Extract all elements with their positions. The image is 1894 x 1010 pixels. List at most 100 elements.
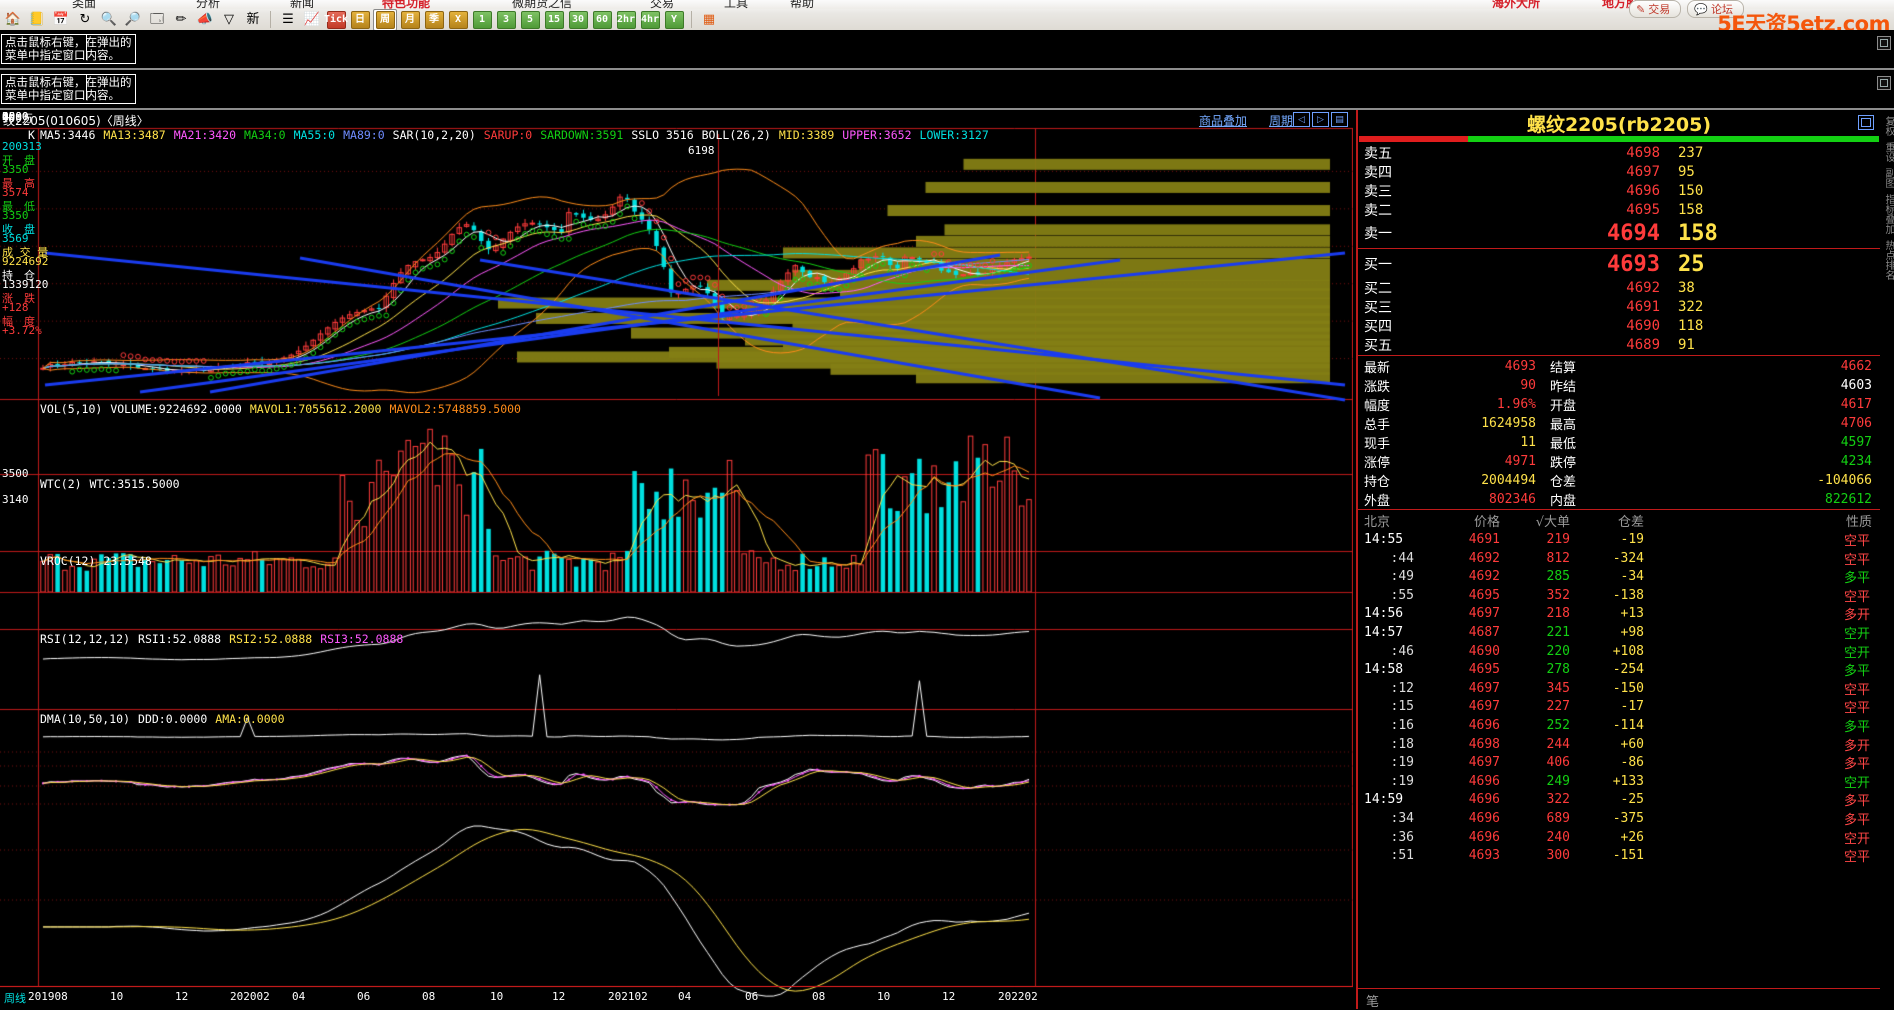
- tick-kind: 空开: [1843, 831, 1870, 847]
- tick-row[interactable]: :36 4696 240 +26 空开: [1358, 828, 1880, 847]
- period-button-15[interactable]: 15: [543, 10, 565, 30]
- list-icon[interactable]: ☰: [282, 12, 294, 27]
- ask-row[interactable]: 卖一 4694 158: [1358, 219, 1880, 247]
- side-strip-label[interactable]: 指标叠加: [1883, 194, 1894, 234]
- menu-item-4[interactable]: 微期货之信: [512, 0, 573, 9]
- tick-row[interactable]: :12 4697 345 -150 空平: [1358, 679, 1880, 698]
- menu-item-6[interactable]: 工具: [724, 0, 749, 9]
- period-button-4hr[interactable]: 4hr: [639, 10, 661, 30]
- pencil-icon[interactable]: ✏: [175, 12, 187, 27]
- period-link[interactable]: 周期: [1268, 114, 1293, 128]
- funnel-icon[interactable]: ▽: [224, 12, 234, 27]
- period-button-Tick[interactable]: Tick: [324, 10, 348, 30]
- bid-row[interactable]: 买四 4690 118: [1358, 316, 1880, 335]
- tick-row[interactable]: 14:56 4697 218 +13 多开: [1358, 604, 1880, 623]
- tick-row[interactable]: 14:58 4695 278 -254 多平: [1358, 660, 1880, 679]
- period-button-Y[interactable]: Y: [663, 10, 685, 30]
- calendar-icon[interactable]: 📅: [52, 12, 70, 27]
- ask-row[interactable]: 卖四 4697 95: [1358, 162, 1880, 181]
- tick-row[interactable]: :51 4693 300 -151 空平: [1358, 846, 1880, 865]
- hint-box: 点击鼠标右键，在弹出的 菜单中指定窗口内容。: [1, 34, 136, 64]
- indicator-token: BOLL(26,2): [701, 128, 771, 142]
- bid-row[interactable]: 买二 4692 38: [1358, 278, 1880, 297]
- indicator-token: VOLUME:9224692.0000: [110, 402, 242, 416]
- home-icon[interactable]: 🏠: [4, 12, 22, 27]
- side-strip-label[interactable]: 热点排名: [1883, 240, 1894, 280]
- overlay-link[interactable]: 商品叠加: [1198, 114, 1247, 128]
- period-button-60[interactable]: 60: [591, 10, 613, 30]
- menu-item-0[interactable]: 类面: [72, 0, 97, 9]
- side-strip-label[interactable]: 复权: [1883, 116, 1894, 136]
- trade-button[interactable]: ✎ 交易: [1629, 0, 1682, 18]
- nav-next-icon[interactable]: ▷: [1312, 112, 1329, 127]
- draw-icon[interactable]: ▦: [702, 12, 716, 27]
- ask-row[interactable]: 卖二 4695 158: [1358, 200, 1880, 219]
- book-label: 卖二: [1364, 203, 1392, 219]
- bid-book[interactable]: 买一 4693 25 买二 4692 38 买三 4691 322 买四 4690 118 买五 4689…: [1358, 250, 1880, 355]
- menu-item-9[interactable]: 地方股权: [1602, 0, 1651, 9]
- new-icon[interactable]: 新: [246, 12, 260, 27]
- period-button-季[interactable]: 季: [423, 10, 445, 30]
- horn-icon[interactable]: 📣: [196, 12, 214, 27]
- period-button-月[interactable]: 月: [399, 10, 421, 30]
- tick-row[interactable]: :19 4696 249 +133 空开: [1358, 772, 1880, 791]
- zoom-in-icon[interactable]: 🔍: [100, 12, 118, 27]
- book-label: 卖四: [1364, 165, 1392, 181]
- tick-row[interactable]: :16 4696 252 -114 多平: [1358, 716, 1880, 735]
- chart-area[interactable]: 纹2205(010605)〈周线〉 商品叠加 周期 ◁ ▷ ▤ MA5:3446…: [0, 110, 1353, 1009]
- tick-row[interactable]: :15 4697 227 -17 空平: [1358, 697, 1880, 716]
- tick-row[interactable]: :18 4698 244 +60 多开: [1358, 735, 1880, 754]
- ask-row[interactable]: 卖五 4698 237: [1358, 143, 1880, 162]
- chart-icon[interactable]: 📈: [303, 12, 321, 27]
- menu-item-3[interactable]: 特色功能: [382, 0, 431, 9]
- side-strip-label[interactable]: 副图: [1883, 168, 1894, 188]
- ask-book[interactable]: 卖五 4698 237 卖四 4697 95 卖三 4696 150 卖二 4695 158 卖一 469…: [1358, 143, 1880, 247]
- menu-item-1[interactable]: 分析: [196, 0, 221, 9]
- hint-panel-1[interactable]: 点击鼠标右键，在弹出的 菜单中指定窗口内容。: [0, 30, 1894, 70]
- tick-price: 4695: [1468, 587, 1500, 603]
- tick-row[interactable]: :44 4692 812 -324 空平: [1358, 549, 1880, 568]
- period-button-周[interactable]: 周: [373, 8, 397, 31]
- period-button-30[interactable]: 30: [567, 10, 589, 30]
- side-strip-label[interactable]: 重设: [1883, 142, 1894, 162]
- tick-row[interactable]: 14:57 4687 221 +98 空开: [1358, 623, 1880, 642]
- period-button-2hr[interactable]: 2hr: [615, 10, 637, 30]
- refresh-icon[interactable]: ↻: [79, 12, 91, 27]
- chart-canvas[interactable]: [0, 110, 1353, 1009]
- tick-row[interactable]: 14:55 4691 219 -19 空平: [1358, 530, 1880, 549]
- tick-row[interactable]: 14:59 4696 322 -25 多平: [1358, 790, 1880, 809]
- hint-restore-button[interactable]: [1877, 76, 1891, 90]
- tick-row[interactable]: :46 4690 220 +108 空开: [1358, 642, 1880, 661]
- period-button-3[interactable]: 3: [495, 10, 517, 30]
- copy-icon[interactable]: 🗔: [149, 12, 165, 27]
- forum-button[interactable]: 💬 论坛: [1687, 0, 1744, 18]
- period-button-1[interactable]: 1: [471, 10, 493, 30]
- tick-row[interactable]: :34 4696 689 -375 多平: [1358, 809, 1880, 828]
- tick-qty: 345: [1546, 680, 1570, 696]
- maximize-icon[interactable]: [1858, 115, 1874, 130]
- nav-split-icon[interactable]: ▤: [1331, 112, 1348, 127]
- notebook-icon[interactable]: 📒: [28, 12, 46, 27]
- period-button-X[interactable]: X: [447, 10, 469, 30]
- indicator-token: WTC(2): [40, 477, 82, 491]
- period-button-日[interactable]: 日: [349, 10, 371, 30]
- hint-restore-button[interactable]: [1877, 36, 1891, 50]
- bid-row[interactable]: 买一 4693 25: [1358, 250, 1880, 278]
- tick-time: 14:56: [1364, 606, 1404, 622]
- menu-item-7[interactable]: 帮助: [790, 0, 815, 9]
- bid-row[interactable]: 买五 4689 91: [1358, 335, 1880, 354]
- ask-row[interactable]: 卖三 4696 150: [1358, 181, 1880, 200]
- bid-row[interactable]: 买三 4691 322: [1358, 297, 1880, 316]
- menu-item-8[interactable]: 海外大所: [1492, 0, 1541, 9]
- nav-prev-icon[interactable]: ◁: [1293, 112, 1310, 127]
- menu-item-2[interactable]: 新闻: [290, 0, 315, 9]
- menu-item-5[interactable]: 交易: [650, 0, 675, 9]
- ticks-table[interactable]: 14:55 4691 219 -19 空平:44 4692 812 -324 空平:49 4692…: [1358, 530, 1880, 865]
- tick-row[interactable]: :19 4697 406 -86 多平: [1358, 753, 1880, 772]
- tick-row[interactable]: :55 4695 352 -138 空平: [1358, 586, 1880, 605]
- zoom-out-icon[interactable]: 🔎: [124, 12, 142, 27]
- tick-row[interactable]: :49 4692 285 -34 多平: [1358, 567, 1880, 586]
- hint-panel-2[interactable]: 点击鼠标右键，在弹出的 菜单中指定窗口内容。: [0, 70, 1894, 110]
- period-button-5[interactable]: 5: [519, 10, 541, 30]
- right-side-strip[interactable]: 复权重设副图指标叠加热点排名: [1880, 110, 1894, 1009]
